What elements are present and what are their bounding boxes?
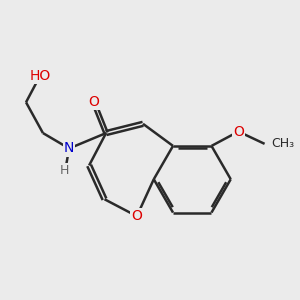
Text: H: H	[60, 164, 69, 176]
Text: O: O	[233, 124, 244, 139]
Text: O: O	[131, 209, 142, 223]
Text: HO: HO	[29, 69, 50, 83]
Text: N: N	[64, 142, 74, 155]
Text: O: O	[88, 95, 99, 109]
Text: CH₃: CH₃	[271, 137, 294, 150]
